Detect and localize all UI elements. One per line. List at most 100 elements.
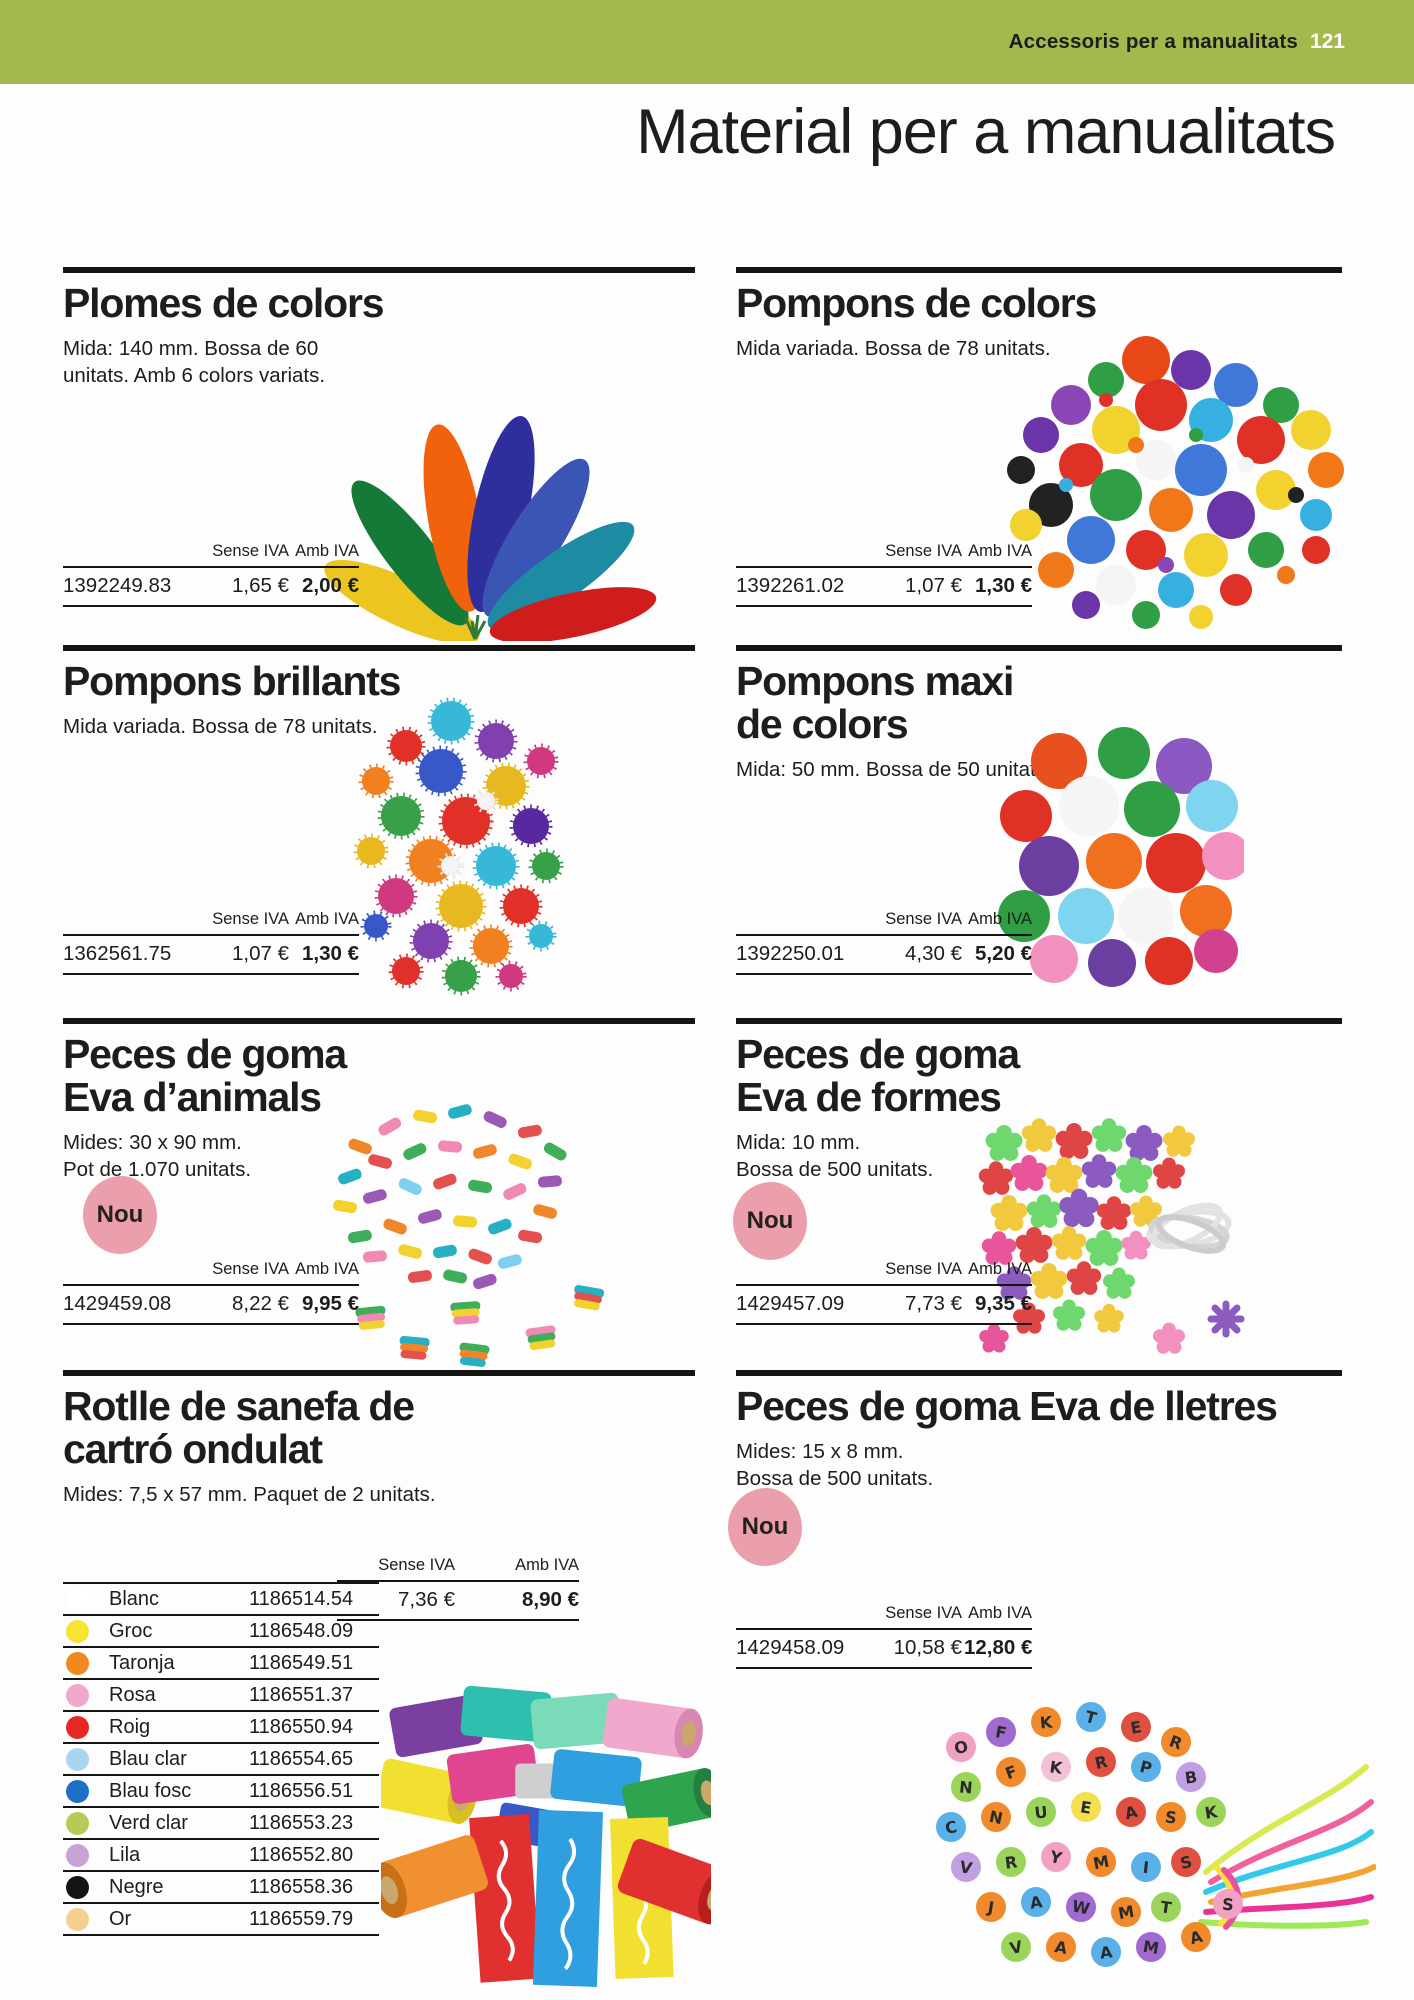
variant-color-name: Lila: [109, 1843, 141, 1866]
product-title: Peces de goma Eva de formes: [736, 1031, 1020, 1121]
variant-row: Blau fosc 1186556.51: [63, 1774, 379, 1806]
product-title: Peces de goma Eva d’animals: [63, 1031, 347, 1121]
product-title: Plomes de colors: [63, 280, 385, 326]
variant-row: Or 1186559.79: [63, 1902, 379, 1936]
variant-color-name: Blanc: [109, 1587, 160, 1610]
product-card-goma-eva-animals: Peces de goma Eva d’animals Mides: 30 x …: [63, 1018, 695, 1370]
price-amb-iva: 5,20 €: [975, 942, 1032, 965]
price-sense-iva: 7,36 €: [398, 1588, 455, 1611]
breadcrumb: Accessoris per a manualitats: [1008, 30, 1298, 53]
price-table: Sense IVA Amb IVA 1392249.83 1,65 € 2,00…: [63, 542, 359, 607]
price-table: Sense IVA Amb IVA 1392250.01 4,30 € 5,20…: [736, 910, 1032, 975]
variant-code: 1186554.65: [249, 1747, 354, 1770]
variant-color-name: Rosa: [109, 1683, 156, 1706]
variant-code: 1186556.51: [249, 1779, 354, 1802]
svg-text:N: N: [958, 1777, 973, 1797]
price-table: Sense IVA Amb IVA 7,36 € 8,90 €: [337, 1556, 579, 1621]
svg-text:M: M: [1091, 1852, 1110, 1874]
price-table-header: Sense IVA Amb IVA: [736, 1260, 1032, 1286]
page-title: Material per a manualitats: [636, 97, 1336, 167]
variant-color-name: Blau clar: [109, 1747, 187, 1770]
variant-color-name: Verd clar: [109, 1811, 188, 1834]
svg-text:F: F: [994, 1722, 1008, 1743]
color-swatch: [66, 1875, 89, 1899]
svg-text:M: M: [1117, 1902, 1136, 1923]
price-table-header: Sense IVA Amb IVA: [63, 1260, 359, 1286]
amb-iva-label: Amb IVA: [295, 910, 359, 928]
product-description: Mida variada. Bossa de 78 unitats.: [736, 337, 1051, 361]
product-title: Rotlle de sanefa de cartró ondulat: [63, 1383, 415, 1473]
variant-table: Blanc 1186514.54 Groc 1186548.09 Taronja…: [63, 1582, 379, 1936]
svg-text:R: R: [1004, 1852, 1019, 1872]
variant-code: 1186549.51: [249, 1651, 354, 1674]
color-swatch: [66, 1587, 89, 1611]
variant-code: 1186514.54: [249, 1587, 354, 1610]
variant-code: 1186551.37: [249, 1683, 354, 1706]
amb-iva-label: Amb IVA: [295, 1260, 359, 1278]
feathers-photo: [324, 416, 657, 641]
svg-text:S: S: [1178, 1852, 1194, 1873]
sense-iva-label: Sense IVA: [885, 1260, 962, 1278]
variant-code: 1186559.79: [249, 1907, 354, 1930]
variant-row: Blau clar 1186554.65: [63, 1742, 379, 1774]
price-sense-iva: 1,07 €: [905, 574, 962, 597]
sense-iva-label: Sense IVA: [885, 910, 962, 928]
variant-row: Roig 1186550.94: [63, 1710, 379, 1742]
svg-text:J: J: [986, 1897, 996, 1917]
variant-code: 1186550.94: [249, 1715, 354, 1738]
price-table-header: Sense IVA Amb IVA: [736, 542, 1032, 568]
amb-iva-label: Amb IVA: [515, 1556, 579, 1574]
svg-text:S: S: [1164, 1807, 1178, 1827]
svg-text:K: K: [1048, 1757, 1064, 1778]
amb-iva-label: Amb IVA: [968, 1260, 1032, 1278]
svg-text:I: I: [1142, 1858, 1150, 1878]
variant-color-name: Groc: [109, 1619, 153, 1642]
price-amb-iva: 9,95 €: [302, 1292, 359, 1315]
svg-text:Y: Y: [1047, 1847, 1064, 1868]
svg-text:P: P: [1138, 1757, 1154, 1778]
variant-row: Taronja 1186549.51: [63, 1646, 379, 1678]
color-swatch: [66, 1907, 89, 1931]
color-swatch: [66, 1619, 89, 1643]
price-row: 1392249.83 1,65 € 2,00 €: [63, 568, 359, 607]
amb-iva-label: Amb IVA: [295, 542, 359, 560]
sense-iva-label: Sense IVA: [212, 542, 289, 560]
page-number: 121: [1309, 30, 1345, 53]
price-row: 1392250.01 4,30 € 5,20 €: [736, 936, 1032, 975]
price-amb-iva: 8,90 €: [522, 1588, 579, 1611]
foam-shapes-photo: [978, 1118, 1245, 1354]
product-card-pompons-maxi: Pompons maxi de colors Mida: 50 mm. Boss…: [736, 645, 1342, 1018]
product-code: 1392249.83: [63, 574, 172, 597]
variant-color-name: Roig: [109, 1715, 151, 1738]
price-sense-iva: 1,65 €: [232, 574, 289, 597]
sense-iva-label: Sense IVA: [885, 542, 962, 560]
variant-color-name: Or: [109, 1907, 132, 1930]
svg-text:B: B: [1184, 1767, 1199, 1788]
pompoms-photo: [1007, 336, 1344, 629]
new-badge: Nou: [83, 1176, 157, 1254]
svg-text:E: E: [1129, 1717, 1143, 1738]
svg-text:O: O: [952, 1737, 970, 1759]
price-table-header: Sense IVA Amb IVA: [63, 542, 359, 568]
sense-iva-label: Sense IVA: [212, 1260, 289, 1278]
svg-text:W: W: [1070, 1896, 1092, 1918]
color-swatch: [66, 1715, 89, 1739]
header-bar: Accessoris per a manualitats 121: [0, 0, 1414, 84]
header-text: Accessoris per a manualitats 121: [1009, 30, 1345, 54]
sense-iva-label: Sense IVA: [212, 910, 289, 928]
product-card-goma-eva-lletres: Peces de goma Eva de lletres Mides: 15 x…: [728, 1370, 1376, 1995]
price-sense-iva: 4,30 €: [905, 942, 962, 965]
color-swatch: [66, 1747, 89, 1771]
product-title: Pompons de colors: [736, 280, 1097, 326]
variant-row: Verd clar 1186553.23: [63, 1806, 379, 1838]
product-code: 1392261.02: [736, 574, 845, 597]
svg-text:V: V: [1008, 1937, 1025, 1958]
product-card-rotlle-sanefa: Rotlle de sanefa de cartró ondulat Mides…: [63, 1370, 711, 1988]
svg-text:A: A: [1099, 1942, 1114, 1962]
product-code: 1429457.09: [736, 1292, 845, 1315]
svg-text:E: E: [1079, 1797, 1093, 1817]
color-swatch: [66, 1683, 89, 1707]
product-card-pompons-de-colors: Pompons de colors Mida variada. Bossa de…: [736, 267, 1344, 645]
product-title: Pompons maxi de colors: [736, 658, 1014, 748]
